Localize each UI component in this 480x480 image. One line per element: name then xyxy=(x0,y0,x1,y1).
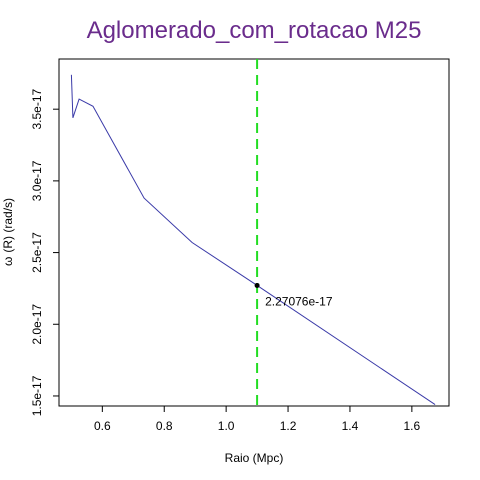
x-tick-label: 1.4 xyxy=(342,419,359,433)
plot-area: 2.27076e-17 xyxy=(70,59,436,406)
x-tick-label: 0.6 xyxy=(94,419,111,433)
x-tick-label: 0.8 xyxy=(156,419,173,433)
x-tick-label: 1.6 xyxy=(404,419,421,433)
marker-label: 2.27076e-17 xyxy=(265,294,333,308)
chart-title: Aglomerado_com_rotacao M25 xyxy=(87,17,422,44)
x-tick-label: 1.0 xyxy=(218,419,235,433)
x-axis: 0.6 0.8 1.0 1.2 1.4 1.6 xyxy=(94,406,421,433)
marker-point xyxy=(254,282,260,288)
y-tick-label: 3.0e-17 xyxy=(30,160,44,201)
y-axis-label: ω (R) (rad/s) xyxy=(1,198,15,266)
y-axis: 1.5e-17 2.0e-17 2.5e-17 3.0e-17 3.5e-17 xyxy=(30,89,59,416)
y-axis-label-text: (R) (rad/s) xyxy=(1,198,15,253)
x-axis-label: Raio (Mpc) xyxy=(225,451,284,465)
series-line xyxy=(70,74,436,406)
y-tick-label: 1.5e-17 xyxy=(30,375,44,416)
y-tick-label: 3.5e-17 xyxy=(30,89,44,130)
plot-frame xyxy=(58,58,450,407)
x-tick-label: 1.2 xyxy=(280,419,297,433)
y-tick-label: 2.5e-17 xyxy=(30,232,44,273)
y-tick-label: 2.0e-17 xyxy=(30,304,44,345)
y-axis-label-symbol: ω xyxy=(1,257,15,266)
